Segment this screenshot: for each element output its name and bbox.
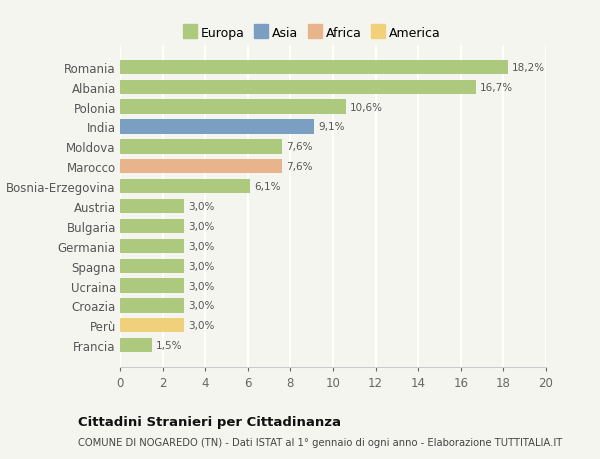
Text: 10,6%: 10,6% — [350, 102, 383, 112]
Bar — [120, 140, 282, 154]
Text: 7,6%: 7,6% — [286, 162, 313, 172]
Bar — [120, 299, 184, 313]
Bar — [120, 61, 508, 75]
Text: 3,0%: 3,0% — [188, 321, 215, 330]
Bar — [120, 239, 184, 253]
Bar — [120, 338, 152, 353]
Text: 3,0%: 3,0% — [188, 202, 215, 212]
Text: 3,0%: 3,0% — [188, 281, 215, 291]
Text: 1,5%: 1,5% — [156, 341, 183, 350]
Bar — [120, 219, 184, 234]
Text: 18,2%: 18,2% — [512, 63, 545, 73]
Text: 3,0%: 3,0% — [188, 241, 215, 251]
Text: 16,7%: 16,7% — [480, 83, 513, 92]
Bar — [120, 199, 184, 214]
Bar — [120, 100, 346, 114]
Text: 6,1%: 6,1% — [254, 182, 281, 192]
Text: COMUNE DI NOGAREDO (TN) - Dati ISTAT al 1° gennaio di ogni anno - Elaborazione T: COMUNE DI NOGAREDO (TN) - Dati ISTAT al … — [78, 437, 562, 447]
Bar — [120, 80, 476, 95]
Text: 3,0%: 3,0% — [188, 221, 215, 231]
Text: 3,0%: 3,0% — [188, 261, 215, 271]
Bar — [120, 120, 314, 134]
Text: 3,0%: 3,0% — [188, 301, 215, 311]
Bar — [120, 319, 184, 333]
Bar — [120, 259, 184, 273]
Text: Cittadini Stranieri per Cittadinanza: Cittadini Stranieri per Cittadinanza — [78, 415, 341, 428]
Bar — [120, 160, 282, 174]
Bar — [120, 279, 184, 293]
Legend: Europa, Asia, Africa, America: Europa, Asia, Africa, America — [181, 25, 443, 43]
Bar — [120, 179, 250, 194]
Text: 7,6%: 7,6% — [286, 142, 313, 152]
Text: 9,1%: 9,1% — [318, 122, 344, 132]
